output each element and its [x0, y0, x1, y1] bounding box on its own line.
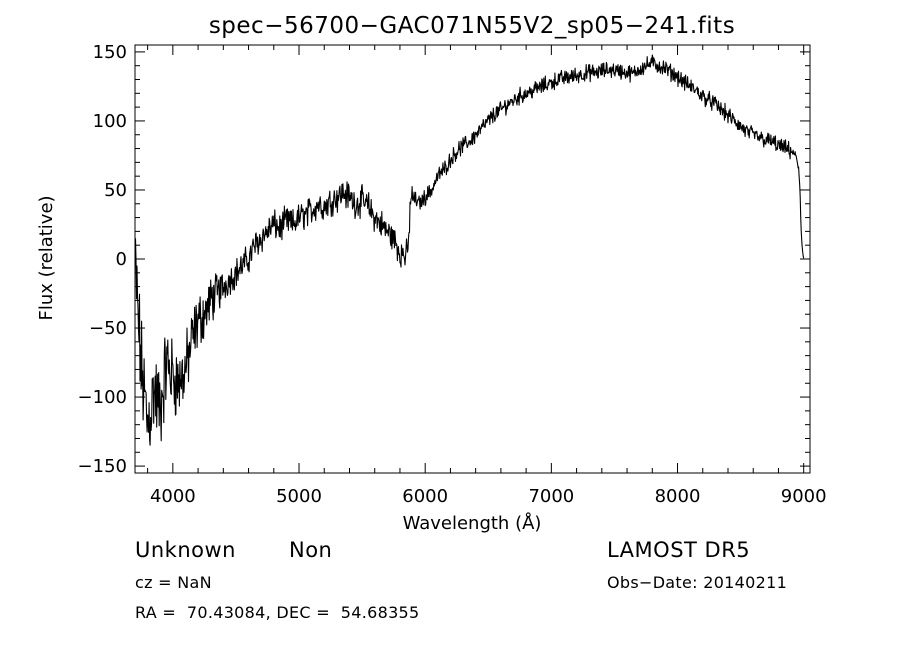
x-tick-label: 6000 — [402, 486, 448, 507]
ra-dec: RA = 70.43084, DEC = 54.68355 — [135, 603, 420, 622]
x-tick-label: 4000 — [150, 486, 196, 507]
x-tick-label: 7000 — [528, 486, 574, 507]
y-tick-label: −100 — [78, 387, 127, 408]
y-tick-label: 150 — [93, 42, 127, 63]
y-tick-label: 50 — [104, 180, 127, 201]
x-tick-label: 8000 — [655, 486, 701, 507]
y-axis-label: Flux (relative) — [36, 195, 57, 320]
survey-name: LAMOST DR5 — [607, 538, 751, 562]
tick-labels: 4000 5000 6000 7000 8000 9000 −150 −100 −50 0 50 10… — [78, 42, 827, 507]
x-tick-label: 5000 — [276, 486, 322, 507]
y-tick-label: 0 — [116, 249, 127, 270]
redshift-cz: cz = NaN — [135, 573, 212, 592]
object-class: Non — [289, 538, 333, 562]
object-name: Unknown — [135, 538, 236, 562]
chart-title: spec−56700−GAC071N55V2_sp05−241.fits — [209, 13, 735, 39]
x-tick-label: 9000 — [781, 486, 827, 507]
x-axis-label: Wavelength (Å) — [403, 512, 542, 534]
plot-frame — [134, 44, 811, 474]
obs-date: Obs−Date: 20140211 — [607, 573, 788, 592]
y-tick-label: −50 — [89, 318, 127, 339]
y-tick-label: −150 — [78, 456, 127, 477]
plot-axes — [134, 44, 811, 474]
y-tick-label: 100 — [93, 111, 127, 132]
tick-marks — [135, 45, 810, 473]
spectrum-line — [134, 54, 805, 446]
